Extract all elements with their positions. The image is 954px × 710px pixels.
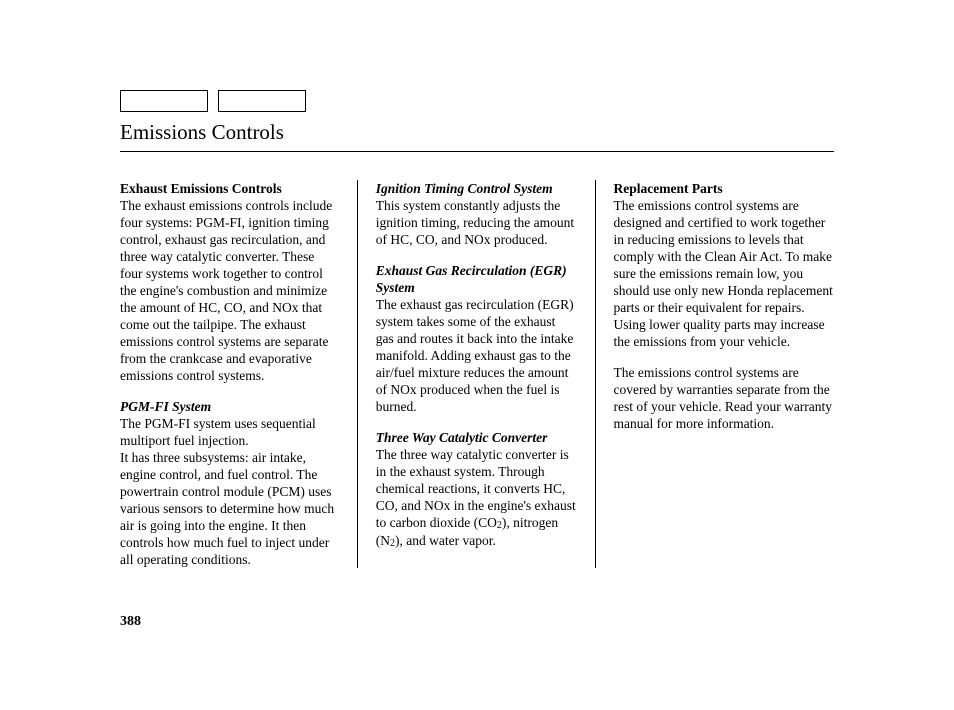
body-columns: Exhaust Emissions Controls The exhaust e… <box>120 180 834 568</box>
col3-para-1: The emissions control systems are design… <box>614 197 834 350</box>
column-3: Replacement Parts The emissions control … <box>596 180 834 568</box>
tab-box-1 <box>120 90 208 112</box>
col1-heading-2: PGM-FI System <box>120 399 211 414</box>
col1-para-2a: The PGM-FI system uses sequential multip… <box>120 415 339 449</box>
col3-heading-1: Replacement Parts <box>614 181 723 196</box>
col2-para-3: The three way catalytic converter is in … <box>376 446 577 549</box>
col2-para-2: The exhaust gas recirculation (EGR) syst… <box>376 296 577 415</box>
col2-heading-3: Three Way Catalytic Converter <box>376 430 548 445</box>
manual-page: Emissions Controls Exhaust Emissions Con… <box>0 0 954 710</box>
col1-heading-1: Exhaust Emissions Controls <box>120 181 282 196</box>
title-rule <box>120 151 834 152</box>
col1-para-1: The exhaust emissions controls include f… <box>120 197 339 384</box>
col2-heading-2: Exhaust Gas Recirculation (EGR) System <box>376 263 567 295</box>
page-number: 388 <box>120 614 141 630</box>
col2-para-1: This system constantly adjusts the ignit… <box>376 197 577 248</box>
col1-para-2b: It has three subsystems: air intake, eng… <box>120 449 339 568</box>
column-1: Exhaust Emissions Controls The exhaust e… <box>120 180 358 568</box>
col2-heading-1: Ignition Timing Control System <box>376 181 553 196</box>
column-2: Ignition Timing Control System This syst… <box>358 180 596 568</box>
header-tabs <box>120 90 834 112</box>
col3-para-2: The emissions control systems are covere… <box>614 364 834 432</box>
tab-box-2 <box>218 90 306 112</box>
page-title: Emissions Controls <box>120 120 834 151</box>
